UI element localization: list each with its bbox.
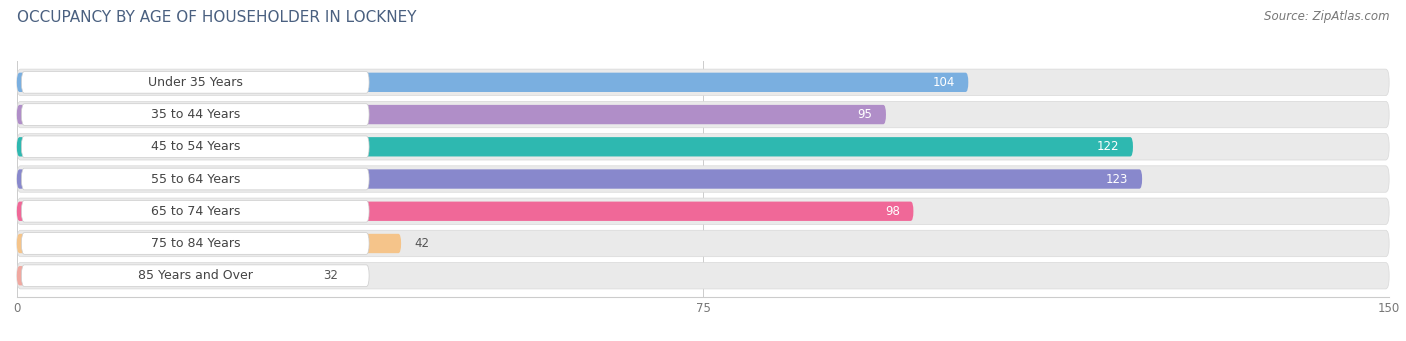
Text: 123: 123 [1107,173,1129,186]
FancyBboxPatch shape [17,137,1133,157]
FancyBboxPatch shape [17,134,1389,160]
Text: 42: 42 [415,237,430,250]
Text: OCCUPANCY BY AGE OF HOUSEHOLDER IN LOCKNEY: OCCUPANCY BY AGE OF HOUSEHOLDER IN LOCKN… [17,10,416,25]
FancyBboxPatch shape [17,69,1389,95]
FancyBboxPatch shape [21,201,370,222]
Text: 65 to 74 Years: 65 to 74 Years [150,205,240,218]
Text: 75 to 84 Years: 75 to 84 Years [150,237,240,250]
FancyBboxPatch shape [21,233,370,254]
Text: 122: 122 [1097,140,1119,153]
Text: 55 to 64 Years: 55 to 64 Years [150,173,240,186]
Text: 95: 95 [858,108,872,121]
FancyBboxPatch shape [17,234,401,253]
Text: 32: 32 [323,269,339,282]
Text: Source: ZipAtlas.com: Source: ZipAtlas.com [1264,10,1389,23]
FancyBboxPatch shape [17,266,309,285]
Text: 85 Years and Over: 85 Years and Over [138,269,253,282]
Text: Under 35 Years: Under 35 Years [148,76,243,89]
FancyBboxPatch shape [21,136,370,158]
FancyBboxPatch shape [17,263,1389,289]
Text: 98: 98 [884,205,900,218]
Text: 104: 104 [932,76,955,89]
FancyBboxPatch shape [21,104,370,125]
FancyBboxPatch shape [17,202,914,221]
FancyBboxPatch shape [17,198,1389,224]
FancyBboxPatch shape [17,73,969,92]
Text: 35 to 44 Years: 35 to 44 Years [150,108,240,121]
FancyBboxPatch shape [17,169,1142,189]
FancyBboxPatch shape [17,230,1389,257]
Text: 45 to 54 Years: 45 to 54 Years [150,140,240,153]
FancyBboxPatch shape [21,265,370,286]
FancyBboxPatch shape [17,166,1389,192]
FancyBboxPatch shape [21,168,370,190]
FancyBboxPatch shape [17,105,886,124]
FancyBboxPatch shape [17,101,1389,128]
FancyBboxPatch shape [21,72,370,93]
